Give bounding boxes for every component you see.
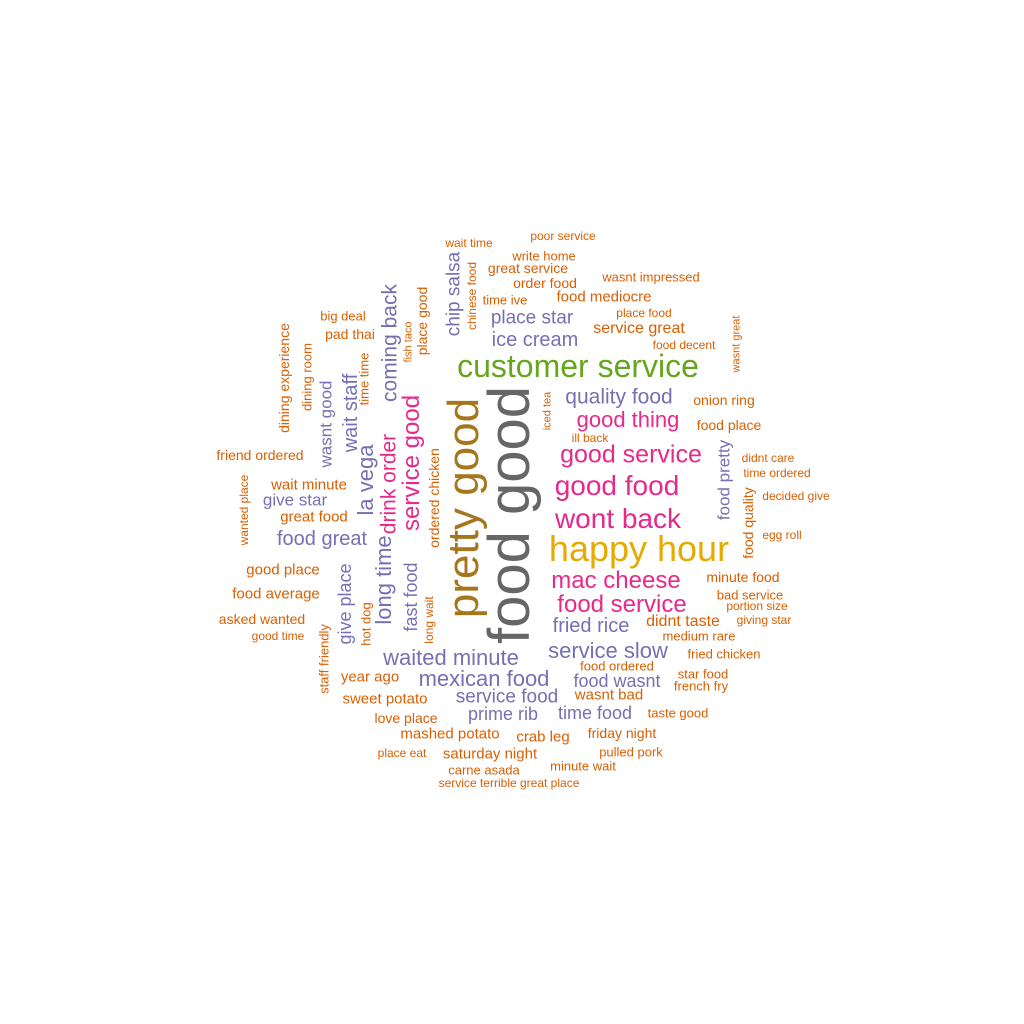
- word-food-mediocre: food mediocre: [556, 288, 652, 306]
- word-poor-service: poor service: [530, 229, 596, 243]
- word-mac-cheese: mac cheese: [551, 567, 681, 594]
- word-iced-tea: iced tea: [541, 391, 554, 431]
- word-service-terrible-great-place: service terrible great place: [438, 776, 580, 790]
- word-food-average: food average: [232, 585, 320, 603]
- word-pretty-good: pretty good: [439, 397, 488, 619]
- word-friend-ordered: friend ordered: [216, 447, 304, 463]
- word-food-great: food great: [276, 528, 368, 550]
- word-year-ago: year ago: [340, 668, 400, 686]
- word-wasnt-bad: wasnt bad: [574, 686, 644, 704]
- word-write-home: write home: [512, 248, 576, 264]
- word-bad-service: bad service: [716, 587, 784, 603]
- word-service-food: service food: [455, 686, 559, 708]
- word-saturday-night: saturday night: [442, 745, 538, 763]
- word-time-time: time time: [356, 352, 372, 406]
- word-star-food: star food: [677, 666, 729, 682]
- word-egg-roll: egg roll: [762, 528, 802, 542]
- word-food-pretty: food pretty: [714, 439, 734, 521]
- word-wasnt-great: wasnt great: [730, 315, 743, 373]
- word-onion-ring: onion ring: [693, 392, 755, 408]
- word-wont-back: wont back: [554, 503, 682, 534]
- word-customer-service: customer service: [457, 348, 699, 384]
- word-order-food: order food: [513, 275, 577, 291]
- word-quality-food: quality food: [565, 385, 673, 409]
- word-fried-rice: fried rice: [552, 615, 630, 637]
- word-asked-wanted: asked wanted: [218, 611, 306, 627]
- word-good-thing: good thing: [576, 407, 680, 432]
- word-wasnt-good: wasnt good: [316, 380, 336, 468]
- word-good-time: good time: [251, 629, 305, 643]
- word-good-service: good service: [560, 440, 702, 469]
- word-food-wasnt: food wasnt: [573, 671, 661, 691]
- word-coming-back: coming back: [378, 284, 402, 402]
- word-wanted-place: wanted place: [237, 474, 251, 546]
- word-service-slow: service slow: [548, 638, 668, 663]
- word-wasnt-impressed: wasnt impressed: [602, 269, 700, 285]
- word-dining-experience: dining experience: [276, 323, 292, 433]
- word-great-food: great food: [280, 508, 348, 526]
- word-drink-order: drink order: [377, 433, 401, 535]
- word-long-time: long time: [371, 535, 396, 625]
- word-time-ive: time ive: [482, 292, 528, 308]
- word-didnt-care: didnt care: [741, 451, 795, 465]
- word-place-good: place good: [414, 286, 430, 356]
- word-food-quality: food quality: [740, 487, 756, 559]
- word-medium-rare: medium rare: [662, 628, 736, 644]
- word-crab-leg: crab leg: [516, 728, 570, 746]
- word-fast-food: fast food: [401, 562, 421, 632]
- word-happy-hour: happy hour: [548, 528, 730, 569]
- word-service-good: service good: [398, 394, 425, 532]
- word-ice-cream: ice cream: [491, 329, 579, 351]
- word-fish-taco: fish taco: [402, 321, 415, 363]
- word-long-wait: long wait: [422, 596, 436, 644]
- word-place-food: place food: [616, 306, 672, 320]
- word-french-fry: french fry: [673, 678, 729, 694]
- word-ordered-chicken: ordered chicken: [426, 448, 442, 548]
- word-give-star: give star: [262, 490, 328, 510]
- word-sweet-potato: sweet potato: [342, 690, 428, 708]
- word-food-good: food good: [477, 385, 542, 645]
- word-friday-night: friday night: [587, 725, 657, 741]
- word-love-place: love place: [374, 710, 438, 726]
- word-mashed-potato: mashed potato: [400, 725, 500, 743]
- word-taste-good: taste good: [647, 705, 709, 721]
- word-food-service: food service: [557, 591, 687, 618]
- word-fried-chicken: fried chicken: [687, 646, 761, 662]
- word-minute-food: minute food: [706, 569, 780, 585]
- word-didnt-taste: didnt taste: [646, 613, 720, 630]
- word-wait-time: wait time: [445, 236, 493, 250]
- word-food-place: food place: [696, 417, 762, 433]
- word-wait-minute: wait minute: [271, 476, 347, 494]
- word-decided-give: decided give: [762, 489, 830, 503]
- word-big-deal: big deal: [320, 308, 366, 324]
- word-service-great: service great: [593, 320, 685, 337]
- word-pad-thai: pad thai: [325, 326, 375, 342]
- word-pulled-pork: pulled pork: [599, 744, 663, 760]
- word-good-place: good place: [246, 561, 320, 579]
- word-la-vega: la vega: [353, 444, 378, 516]
- word-minute-wait: minute wait: [550, 758, 616, 774]
- word-time-food: time food: [557, 703, 633, 723]
- word-hot-dog: hot dog: [358, 602, 374, 646]
- word-waited-minute: waited minute: [383, 645, 519, 670]
- word-place-eat: place eat: [377, 746, 427, 760]
- word-place-star: place star: [490, 307, 574, 329]
- word-dining-room: dining room: [299, 343, 315, 411]
- word-mexican-food: mexican food: [418, 666, 550, 691]
- word-give-place: give place: [335, 563, 355, 645]
- word-ill-back: ill back: [571, 431, 609, 445]
- word-chip-salsa: chip salsa: [443, 251, 465, 337]
- word-prime-rib: prime rib: [467, 704, 539, 724]
- word-great-service: great service: [487, 260, 569, 276]
- word-time-ordered: time ordered: [743, 466, 811, 480]
- word-giving-star: giving star: [736, 613, 792, 627]
- word-staff-friendly: staff friendly: [316, 624, 332, 694]
- word-portion-size: portion size: [726, 599, 788, 613]
- word-chinese-food: chinese food: [465, 261, 479, 331]
- word-carne-asada: carne asada: [448, 762, 520, 778]
- word-food-ordered: food ordered: [580, 658, 654, 674]
- word-good-food: good food: [554, 470, 680, 501]
- word-food-decent: food decent: [652, 338, 716, 352]
